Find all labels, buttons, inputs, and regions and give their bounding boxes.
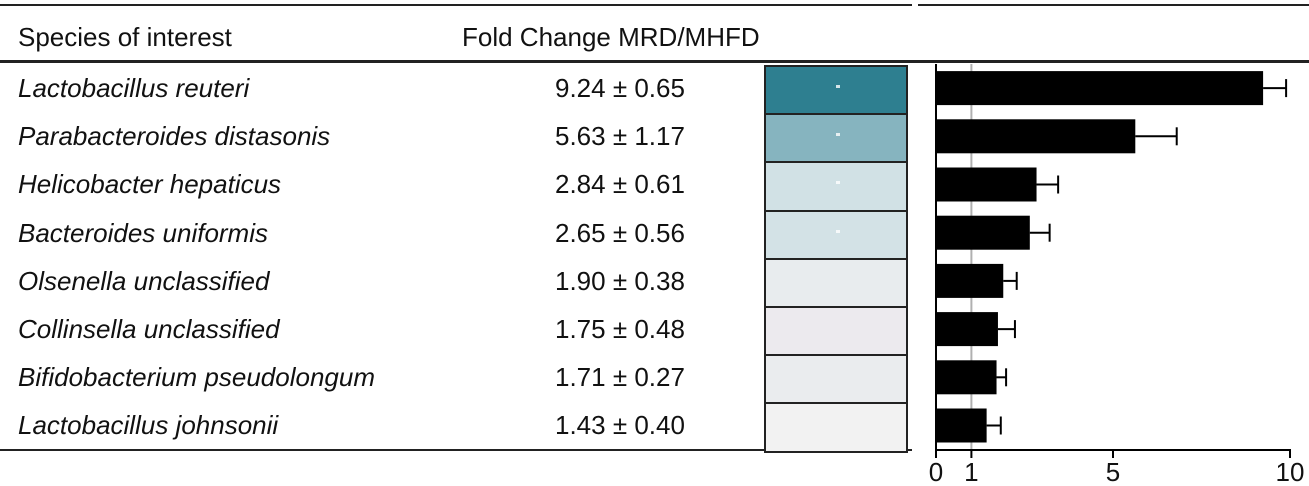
bottom-rule: [0, 449, 912, 451]
species-column-header: Species of interest: [18, 22, 232, 52]
heatmap-cell: [764, 113, 908, 164]
heatmap-cell: [764, 161, 908, 212]
cell-marker: [836, 181, 840, 185]
fold-change-value: 1.90 ± 0.38: [555, 265, 685, 296]
bar: [936, 408, 987, 443]
species-name: Parabacteroides distasonis: [18, 121, 331, 152]
species-name: Collinsella unclassified: [18, 314, 280, 344]
bar: [936, 312, 998, 347]
species-name: Bacteroides uniformis: [18, 217, 268, 248]
bar: [936, 167, 1037, 202]
bar: [936, 263, 1004, 298]
heatmap-cell: [764, 65, 908, 116]
heatmap-cell: [764, 209, 908, 260]
fold-change-value: 1.43 ± 0.40: [555, 410, 685, 441]
bar: [936, 71, 1264, 106]
x-tick-label: 1: [964, 457, 978, 486]
fold-change-value: 1.71 ± 0.27: [555, 362, 685, 393]
fold-change-column-header: Fold Change MRD/MHFD: [462, 22, 760, 52]
top-rule-right: [918, 4, 1309, 6]
heatmap-cell: [764, 402, 908, 453]
fold-change-value: 9.24 ± 0.65: [555, 73, 685, 103]
heatmap-cell: [764, 354, 908, 405]
bar: [936, 215, 1030, 250]
cell-marker: [836, 85, 840, 88]
bar: [936, 360, 997, 395]
x-tick-label: 10: [1276, 457, 1305, 486]
cell-marker: [836, 133, 840, 137]
species-name: Lactobacillus johnsonii: [18, 410, 279, 441]
x-tick-label: 5: [1106, 457, 1120, 486]
bar: [936, 119, 1136, 154]
species-name: Lactobacillus reuteri: [18, 73, 250, 103]
species-name: Helicobacter hepaticus: [18, 169, 282, 200]
cell-marker: [836, 229, 840, 233]
species-name: Bifidobacterium pseudolongum: [18, 362, 375, 393]
top-rule-left: [0, 4, 912, 6]
x-tick-label: 0: [929, 457, 943, 486]
fold-change-value: 2.65 ± 0.56: [555, 217, 685, 248]
fold-change-value: 2.84 ± 0.61: [555, 169, 685, 200]
fold-change-value: 5.63 ± 1.17: [555, 121, 685, 152]
header-rule: [0, 60, 1309, 63]
species-name: Olsenella unclassified: [18, 265, 270, 296]
fold-change-value: 1.75 ± 0.48: [555, 314, 685, 344]
